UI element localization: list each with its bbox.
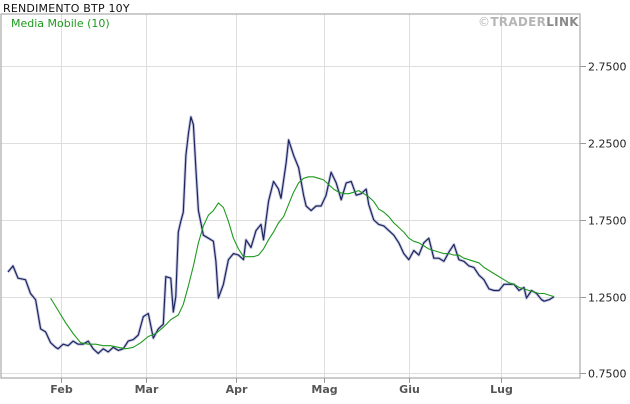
y-tick-label: 1.2500 [588, 292, 627, 305]
series-layer [6, 115, 555, 355]
traderlink-logo: ©TRADERLINK [478, 15, 579, 29]
legend-ma-label: Media Mobile (10) [11, 17, 110, 30]
x-tick-label: Lug [490, 383, 513, 396]
price-series-halo [6, 115, 555, 355]
y-tick-label: 2.2500 [588, 138, 627, 151]
copyright-symbol: © [478, 15, 491, 29]
chart-title: RENDIMENTO BTP 10Y [3, 2, 130, 15]
x-tick-label: Mag [311, 383, 337, 396]
x-tick-label: Mar [135, 383, 159, 396]
plot-frame [0, 13, 581, 379]
x-tick-label: Apr [226, 383, 248, 396]
y-tick-label: 1.7500 [588, 215, 627, 228]
axis-layer: 0.7500 1.2500 1.7500 2.2500 2.7500 Feb Mar Apr M… [0, 13, 627, 396]
brand-name-part2: LINK [546, 15, 579, 29]
y-tick-label: 2.7500 [588, 61, 627, 74]
x-tick-label: Feb [50, 383, 73, 396]
y-tick-label: 0.7500 [588, 368, 627, 381]
moving-average-line [50, 176, 555, 350]
grid-layer [1, 14, 580, 378]
brand-name-part1: TRADER [490, 15, 547, 29]
x-tick-label: Giu [399, 383, 420, 396]
price-series-line [7, 116, 555, 354]
